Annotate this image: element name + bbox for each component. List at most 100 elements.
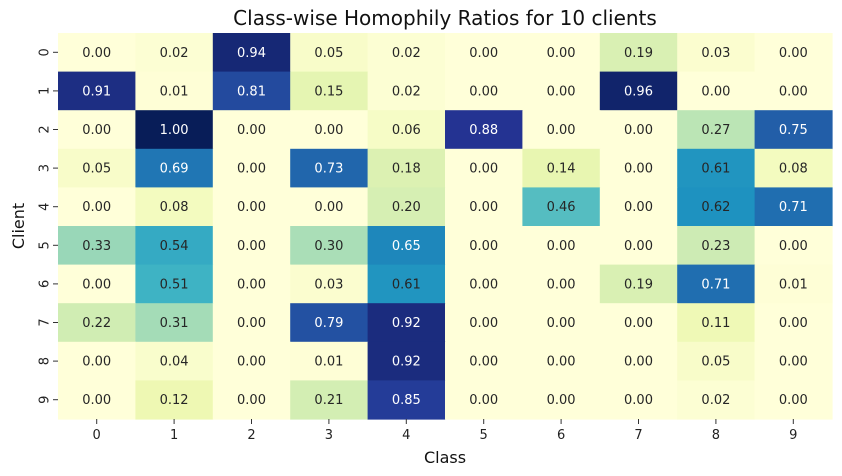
cell-value-r5-c0: 0.33 [82,239,111,254]
heatmap-cell-r2-c8 [677,110,756,150]
cell-value-r7-c9: 0.00 [779,316,808,331]
cell-value-r5-c3: 0.30 [314,239,343,254]
cell-value-r5-c8: 0.23 [701,239,730,254]
heatmap-cell-r5-c2 [212,226,291,266]
heatmap-cell-r3-c3 [290,148,369,188]
heatmap-cell-r5-c5 [445,226,523,266]
cell-value-r7-c0: 0.22 [82,316,111,331]
x-tick-label-9: 9 [789,428,797,443]
heatmap-cell-r0-c3 [290,33,369,73]
x-tick-label-1: 1 [170,428,178,443]
heatmap-cell-r7-c4 [367,303,446,343]
heatmap-cell-r2-c6 [522,110,601,150]
heatmap-cell-r7-c7 [599,303,678,343]
cell-value-r4-c7: 0.00 [624,200,653,215]
x-tick-label-4: 4 [402,428,410,443]
heatmap-cell-r4-c0 [58,187,136,227]
cell-value-r6-c0: 0.00 [82,277,111,292]
heatmap-cell-r6-c2 [212,264,291,304]
cell-value-r0-c5: 0.00 [469,46,498,61]
cell-value-r9-c3: 0.21 [314,393,343,408]
cell-value-r6-c2: 0.00 [237,277,266,292]
heatmap-cell-r8-c5 [445,341,523,381]
heatmap-cell-r1-c9 [754,71,833,111]
heatmap-cell-r5-c8 [677,226,756,266]
heatmap-cell-r8-c4 [367,341,446,381]
cell-value-r0-c9: 0.00 [779,46,808,61]
cell-value-r7-c7: 0.00 [624,316,653,331]
cell-value-r8-c2: 0.00 [237,355,266,370]
heatmap-cell-r3-c1 [135,148,214,188]
cell-value-r1-c0: 0.91 [82,84,111,99]
heatmap-cell-r8-c9 [754,341,833,381]
cell-value-r8-c3: 0.01 [314,355,343,370]
cell-value-r8-c8: 0.05 [701,355,730,370]
cell-value-r4-c0: 0.00 [82,200,111,215]
heatmap-cell-r6-c1 [135,264,214,304]
x-tick-label-3: 3 [325,428,333,443]
heatmap-cell-r0-c5 [445,33,523,73]
heatmap-cell-r7-c3 [290,303,369,343]
heatmap-cell-r0-c1 [135,33,214,73]
cell-value-r3-c0: 0.05 [82,162,111,177]
heatmap-cell-r8-c6 [522,341,601,381]
cell-value-r1-c4: 0.02 [392,84,421,99]
heatmap-cell-r5-c1 [135,226,214,266]
cell-value-r9-c0: 0.00 [82,393,111,408]
heatmap-cell-r9-c4 [367,380,446,420]
cell-value-r9-c6: 0.00 [547,393,576,408]
heatmap-cell-r1-c2 [212,71,291,111]
cell-value-r7-c1: 0.31 [160,316,189,331]
heatmap-cell-r2-c9 [754,110,833,150]
cell-value-r6-c8: 0.71 [701,277,730,292]
heatmap-cell-r0-c0 [58,33,136,73]
cell-value-r2-c6: 0.00 [547,123,576,138]
cell-value-r1-c1: 0.01 [160,84,189,99]
heatmap-cell-r3-c0 [58,148,136,188]
cell-value-r3-c7: 0.00 [624,162,653,177]
heatmap-cell-r0-c4 [367,33,446,73]
heatmap-cell-r3-c9 [754,148,833,188]
x-tick-label-0: 0 [93,428,101,443]
cell-value-r8-c7: 0.00 [624,355,653,370]
heatmap-cell-r1-c4 [367,71,446,111]
cell-value-r2-c8: 0.27 [701,123,730,138]
heatmap-cell-r9-c2 [212,380,291,420]
heatmap-cell-r7-c8 [677,303,756,343]
heatmap-cell-r8-c8 [677,341,756,381]
heatmap-cell-r2-c7 [599,110,678,150]
heatmap-cell-r6-c3 [290,264,369,304]
heatmap-cell-r3-c5 [445,148,523,188]
heatmap-cell-r6-c8 [677,264,756,304]
cell-value-r6-c5: 0.00 [469,277,498,292]
heatmap-cell-labels: 0.00 0.02 0.94 0.05 0.02 0.00 0.00 0.19 0.03 0.00… [82,46,808,408]
cell-value-r0-c1: 0.02 [160,46,189,61]
cell-value-r7-c8: 0.11 [701,316,730,331]
heatmap-cell-r8-c1 [135,341,214,381]
heatmap-cell-r0-c8 [677,33,756,73]
cell-value-r6-c1: 0.51 [160,277,189,292]
heatmap-cell-r2-c3 [290,110,369,150]
cell-value-r0-c4: 0.02 [392,46,421,61]
cell-value-r1-c2: 0.81 [237,84,266,99]
y-tick-label-1: 1 [38,87,53,95]
heatmap-cell-r2-c0 [58,110,136,150]
cell-value-r4-c3: 0.00 [314,200,343,215]
cell-value-r9-c9: 0.00 [779,393,808,408]
cell-value-r3-c6: 0.14 [547,162,576,177]
cell-value-r1-c7: 0.96 [624,84,653,99]
heatmap-cell-r6-c4 [367,264,446,304]
cell-value-r7-c6: 0.00 [547,316,576,331]
heatmap-cell-r1-c1 [135,71,214,111]
heatmap-cell-r5-c3 [290,226,369,266]
x-tick-label-2: 2 [247,428,255,443]
cell-value-r6-c4: 0.61 [392,277,421,292]
cell-value-r8-c1: 0.04 [160,355,189,370]
heatmap-cell-r9-c9 [754,380,833,420]
cell-value-r3-c5: 0.00 [469,162,498,177]
heatmap-cell-r5-c6 [522,226,601,266]
heatmap-cell-r2-c1 [135,110,214,150]
heatmap-cell-r5-c9 [754,226,833,266]
heatmap-cell-r9-c5 [445,380,523,420]
heatmap-cell-r0-c6 [522,33,601,73]
